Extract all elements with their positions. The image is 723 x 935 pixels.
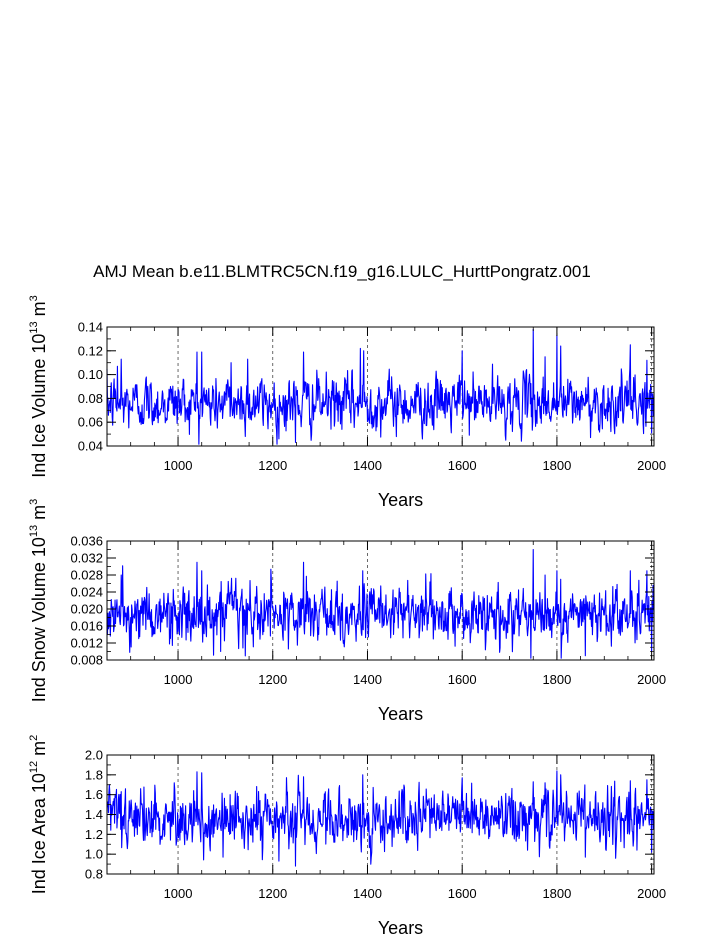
xtick-label: 1600 bbox=[448, 672, 477, 687]
panel-3: 1000 1200 1400 1600 1800 2000 0.8 1.0 1.2 1.4 1.6 1… bbox=[28, 735, 666, 935]
xtick-label: 1800 bbox=[542, 886, 571, 901]
ytick-label: 0.012 bbox=[70, 636, 103, 651]
xtick-label: 1400 bbox=[353, 458, 382, 473]
ytick-label: 1.6 bbox=[85, 787, 103, 802]
ytick-label: 0.06 bbox=[78, 415, 103, 430]
ytick-label: 1.4 bbox=[85, 807, 103, 822]
xtick-label: 1200 bbox=[258, 672, 287, 687]
ytick-label: 0.8 bbox=[85, 867, 103, 882]
xtick-label: 1600 bbox=[448, 458, 477, 473]
ytick-label: 1.8 bbox=[85, 767, 103, 782]
ytick-label: 0.032 bbox=[70, 551, 103, 566]
panel-2: 1000 1200 1400 1600 1800 2000 0.008 0.012 0.016 0… bbox=[28, 499, 666, 724]
ytick-label: 2.0 bbox=[85, 748, 103, 763]
xtick-label: 1400 bbox=[353, 886, 382, 901]
ytick-label: 0.10 bbox=[78, 367, 103, 382]
xtick-label: 1000 bbox=[164, 458, 193, 473]
ytick-label: 0.024 bbox=[70, 585, 103, 600]
x-axis-label: Years bbox=[378, 918, 423, 935]
ytick-label: 0.028 bbox=[70, 568, 103, 583]
ytick-label: 0.14 bbox=[78, 320, 103, 335]
ytick-label: 0.020 bbox=[70, 602, 103, 617]
ytick-label: 0.08 bbox=[78, 391, 103, 406]
chart-title: AMJ Mean b.e11.BLMTRC5CN.f19_g16.LULC_Hu… bbox=[93, 262, 591, 281]
panel-1: 1000 1200 1400 1600 1800 2000 0.04 0.06 0.08 0.10… bbox=[28, 295, 666, 510]
y-axis-label: Ind Ice Volume 1013 m3 bbox=[28, 295, 49, 477]
xtick-label: 1600 bbox=[448, 886, 477, 901]
y-axis-label: Ind Ice Area 1012 m2 bbox=[28, 735, 49, 894]
ytick-label: 0.008 bbox=[70, 653, 103, 668]
xtick-label: 1000 bbox=[164, 886, 193, 901]
x-axis-label: Years bbox=[378, 704, 423, 724]
xtick-label: 2000 bbox=[637, 672, 666, 687]
xtick-label: 1400 bbox=[353, 672, 382, 687]
ytick-label: 1.0 bbox=[85, 847, 103, 862]
xtick-label: 1200 bbox=[258, 886, 287, 901]
xtick-label: 2000 bbox=[637, 458, 666, 473]
xtick-label: 1000 bbox=[164, 672, 193, 687]
ytick-label: 1.2 bbox=[85, 827, 103, 842]
ytick-label: 0.016 bbox=[70, 619, 103, 634]
ytick-label: 0.12 bbox=[78, 343, 103, 358]
x-axis-label: Years bbox=[378, 490, 423, 510]
xtick-label: 1800 bbox=[542, 672, 571, 687]
series-line-3 bbox=[106, 770, 655, 867]
series-line-2 bbox=[106, 548, 655, 659]
xtick-label: 1200 bbox=[258, 458, 287, 473]
ytick-label: 0.036 bbox=[70, 534, 103, 549]
xtick-label: 2000 bbox=[637, 886, 666, 901]
xtick-label: 1800 bbox=[542, 458, 571, 473]
y-axis-label: Ind Snow Volume 1013 m3 bbox=[28, 499, 49, 703]
ytick-label: 0.04 bbox=[78, 439, 103, 454]
series-line-1 bbox=[106, 328, 655, 445]
